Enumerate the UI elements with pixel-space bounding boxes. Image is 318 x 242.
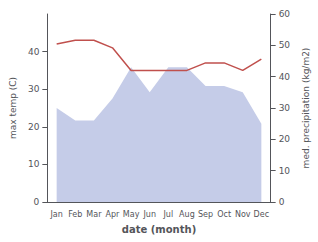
svg-text:0: 0 xyxy=(34,197,40,207)
svg-text:Feb: Feb xyxy=(68,210,82,219)
svg-text:max temp (C): max temp (C) xyxy=(8,77,18,139)
svg-text:Sep: Sep xyxy=(198,210,213,219)
svg-text:20: 20 xyxy=(28,122,40,132)
svg-text:50: 50 xyxy=(279,40,291,50)
svg-text:0: 0 xyxy=(279,197,285,207)
svg-text:Dec: Dec xyxy=(254,210,269,219)
svg-text:10: 10 xyxy=(279,166,291,176)
svg-text:med. precipitation (kg/m2): med. precipitation (kg/m2) xyxy=(301,48,311,169)
svg-text:10: 10 xyxy=(28,159,40,169)
svg-text:Aug: Aug xyxy=(179,210,195,219)
svg-text:30: 30 xyxy=(28,84,40,94)
svg-text:May: May xyxy=(123,210,140,219)
svg-text:Apr: Apr xyxy=(106,210,121,219)
svg-text:40: 40 xyxy=(279,72,291,82)
svg-text:Mar: Mar xyxy=(86,210,102,219)
svg-text:20: 20 xyxy=(279,134,291,144)
svg-text:Jan: Jan xyxy=(49,210,62,219)
svg-text:Jun: Jun xyxy=(142,210,156,219)
svg-text:60: 60 xyxy=(279,9,291,19)
svg-text:Oct: Oct xyxy=(217,210,231,219)
svg-text:Jul: Jul xyxy=(162,210,173,219)
svg-text:date (month): date (month) xyxy=(122,224,196,235)
svg-text:Nov: Nov xyxy=(235,210,251,219)
svg-text:30: 30 xyxy=(279,103,291,113)
svg-text:40: 40 xyxy=(28,47,40,57)
